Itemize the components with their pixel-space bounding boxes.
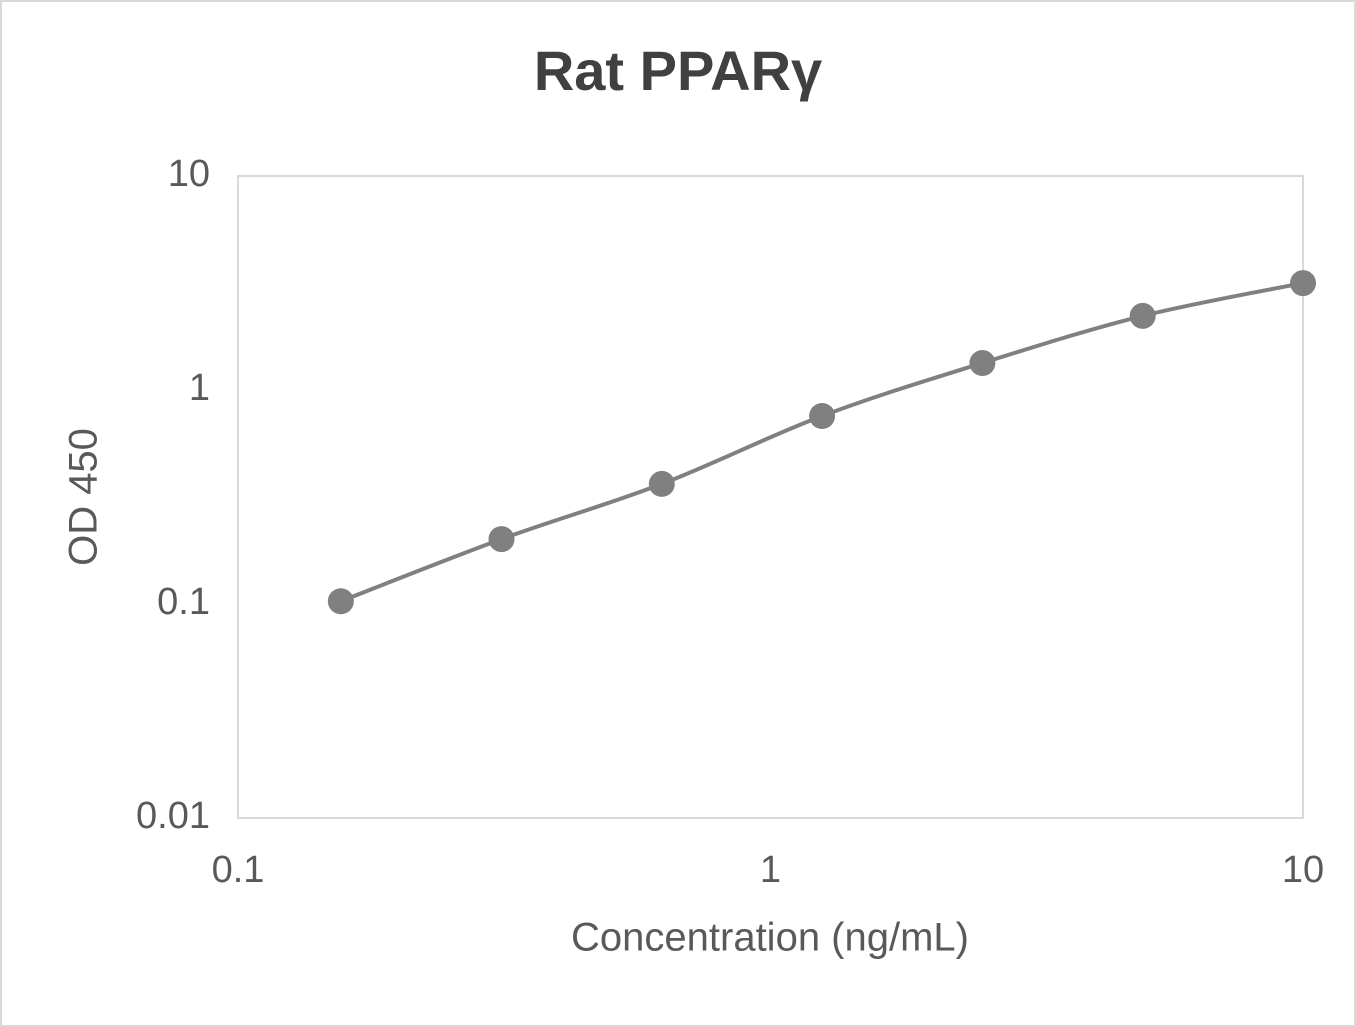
x-axis-title: Concentration (ng/mL) [571, 916, 969, 960]
data-point [809, 402, 836, 429]
y-tick-label: 0.01 [136, 795, 210, 837]
y-tick-label: 10 [168, 153, 210, 195]
y-tick-label: 1 [189, 367, 210, 409]
chart-title: Rat PPARγ [534, 39, 822, 102]
x-tick-label: 1 [760, 849, 781, 891]
data-point [969, 350, 996, 377]
y-axis-title: OD 450 [62, 428, 106, 566]
y-tick-label: 0.1 [157, 581, 210, 623]
data-point [327, 588, 354, 615]
data-point [1129, 302, 1156, 329]
x-tick-label: 10 [1282, 849, 1324, 891]
data-point [488, 526, 515, 553]
x-tick-label: 0.1 [212, 849, 265, 891]
data-point [1290, 270, 1316, 297]
data-point [648, 470, 675, 497]
